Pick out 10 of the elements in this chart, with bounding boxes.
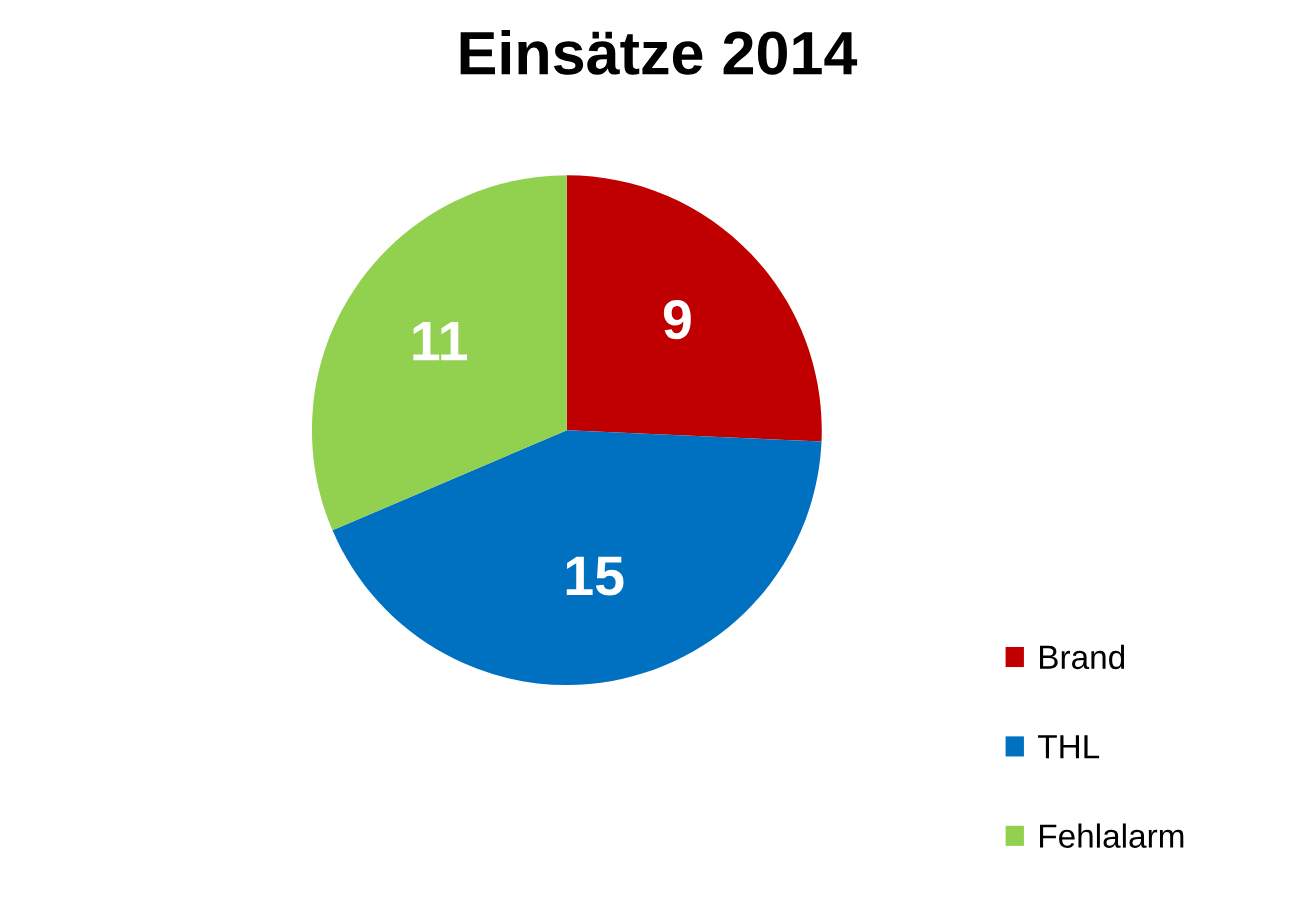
data-label: 15 <box>566 556 624 596</box>
legend-label: Brand <box>1040 644 1125 670</box>
pie-slice <box>566 175 822 442</box>
pie-slice <box>332 430 822 686</box>
pie-slice <box>311 175 567 531</box>
data-label: 9 <box>663 300 691 340</box>
data-label: 11 <box>413 322 468 361</box>
legend-label: THL <box>1038 735 1100 759</box>
legend-label: Fehlalarm <box>1040 823 1184 848</box>
chart-title: Einsätze 2014 <box>460 29 858 75</box>
